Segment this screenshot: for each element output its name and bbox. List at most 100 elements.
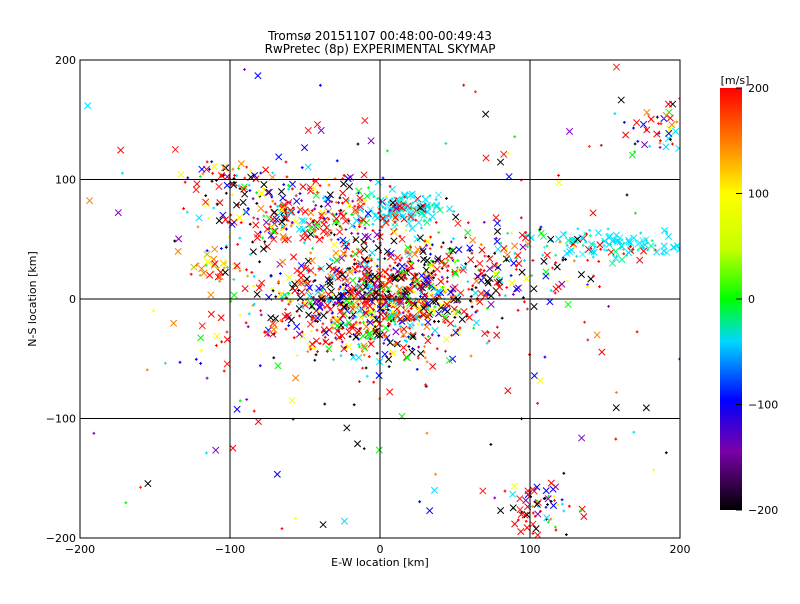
data-point	[303, 301, 307, 305]
data-point	[233, 405, 241, 413]
data-point	[350, 352, 353, 356]
data-point	[331, 326, 335, 330]
data-point	[336, 315, 344, 323]
data-point	[453, 315, 457, 319]
data-point	[144, 480, 152, 488]
data-point	[293, 197, 301, 205]
data-point	[430, 271, 434, 275]
data-point	[516, 308, 520, 312]
data-point	[331, 212, 334, 216]
data-point	[423, 210, 427, 214]
data-point	[219, 259, 227, 267]
data-point	[280, 201, 288, 209]
data-point	[422, 278, 426, 281]
data-point	[224, 245, 228, 249]
data-point	[445, 197, 448, 200]
data-point	[664, 100, 673, 108]
data-point	[343, 292, 346, 296]
data-point	[296, 294, 304, 302]
data-point	[564, 258, 567, 261]
data-point	[588, 228, 592, 232]
data-point	[382, 213, 390, 221]
data-point	[589, 209, 597, 217]
data-point	[333, 301, 337, 304]
data-point	[456, 268, 460, 272]
data-point	[329, 318, 333, 322]
data-point	[658, 141, 662, 145]
data-point	[536, 401, 540, 405]
data-point	[261, 236, 264, 240]
data-point	[210, 179, 214, 183]
data-point	[403, 195, 407, 199]
data-point	[139, 485, 142, 489]
data-point	[523, 234, 527, 238]
data-point	[573, 245, 576, 249]
data-point	[274, 295, 278, 299]
data-point	[285, 227, 288, 231]
data-point	[330, 341, 334, 345]
data-point	[332, 358, 335, 362]
data-point	[347, 219, 351, 223]
data-point	[396, 264, 399, 267]
data-point	[644, 239, 648, 242]
data-point	[413, 290, 417, 294]
data-point	[391, 229, 399, 237]
data-point	[542, 487, 550, 495]
data-point	[484, 277, 492, 285]
data-point	[371, 222, 375, 226]
y-tick-label: −100	[46, 413, 76, 426]
data-point	[643, 108, 651, 117]
data-point	[314, 353, 318, 357]
data-point	[300, 199, 303, 203]
data-point	[273, 470, 281, 478]
data-point	[425, 431, 429, 435]
data-point	[640, 247, 648, 255]
data-point	[314, 314, 322, 322]
data-point	[409, 193, 417, 201]
data-point	[203, 250, 211, 258]
data-point	[435, 309, 443, 318]
data-point	[489, 443, 493, 446]
data-point	[322, 284, 326, 288]
data-point	[323, 229, 331, 237]
data-point	[575, 254, 579, 258]
data-point	[195, 263, 198, 267]
data-point	[415, 367, 419, 371]
data-point	[534, 531, 542, 538]
data-point	[254, 418, 262, 426]
data-point	[210, 255, 218, 263]
data-point	[251, 240, 255, 244]
data-point	[375, 446, 383, 454]
x-axis-label: E-W location [km]	[331, 556, 429, 569]
data-point	[206, 271, 214, 279]
data-point	[396, 315, 404, 323]
data-point	[340, 303, 348, 311]
data-point	[298, 192, 302, 195]
data-point	[412, 318, 416, 321]
data-point	[284, 210, 288, 214]
data-point	[517, 528, 525, 536]
data-point	[486, 255, 494, 263]
chart-title: Tromsø 20151107 00:48:00-00:49:43	[267, 29, 492, 43]
data-point	[243, 210, 247, 214]
data-point	[368, 249, 376, 257]
data-point	[279, 319, 283, 322]
data-point	[576, 227, 580, 231]
data-point	[222, 173, 225, 177]
data-point	[121, 171, 124, 175]
data-point	[335, 333, 343, 341]
data-point	[287, 324, 291, 327]
data-point	[364, 279, 368, 283]
data-point	[371, 272, 379, 280]
data-point	[492, 214, 500, 222]
data-point	[385, 311, 388, 315]
data-point	[329, 257, 332, 261]
data-point	[265, 188, 273, 196]
data-point	[361, 232, 369, 240]
data-point	[417, 345, 421, 349]
data-point	[320, 312, 328, 320]
data-point	[388, 208, 392, 212]
data-point	[437, 277, 445, 286]
data-point	[204, 257, 212, 266]
data-point	[321, 322, 325, 326]
